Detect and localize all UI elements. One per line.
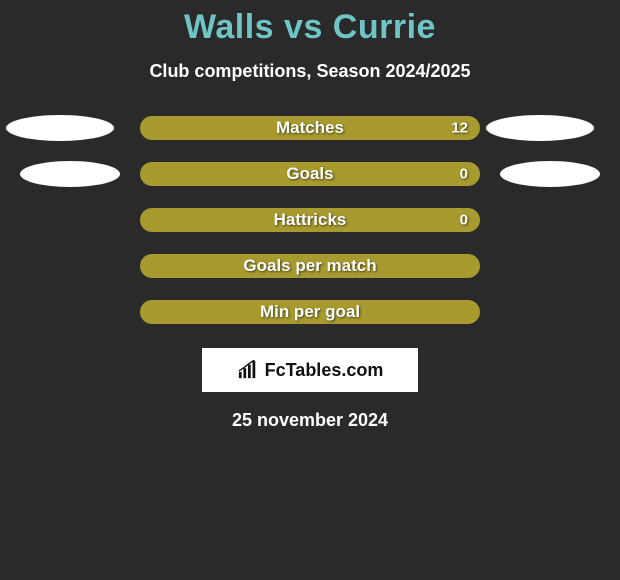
chart-icon xyxy=(237,360,259,380)
player-right-ellipse xyxy=(486,115,594,141)
page-title: Walls vs Currie xyxy=(0,8,620,47)
logo-text: FcTables.com xyxy=(265,360,384,381)
subtitle: Club competitions, Season 2024/2025 xyxy=(0,61,620,82)
stat-label: Matches xyxy=(276,118,344,138)
stat-bar: Matches 12 xyxy=(140,116,480,140)
stat-row: Goals per match xyxy=(0,254,620,278)
stat-row: Matches 12 xyxy=(0,116,620,140)
stat-bar: Goals 0 xyxy=(140,162,480,186)
date-text: 25 november 2024 xyxy=(0,410,620,431)
bar-fill-left xyxy=(140,162,310,186)
stat-value-right: 0 xyxy=(460,166,468,183)
player-left-ellipse xyxy=(6,115,114,141)
stat-row: Min per goal xyxy=(0,300,620,324)
stat-label: Goals per match xyxy=(243,256,376,276)
stat-row: Hattricks 0 xyxy=(0,208,620,232)
stat-label: Goals xyxy=(286,164,333,184)
bar-fill-right xyxy=(310,162,480,186)
stat-value-right: 12 xyxy=(451,120,468,137)
player-right-ellipse xyxy=(500,161,600,187)
stat-label: Min per goal xyxy=(260,302,360,322)
infographic-container: Walls vs Currie Club competitions, Seaso… xyxy=(0,0,620,431)
stat-label: Hattricks xyxy=(274,210,347,230)
player-left-ellipse xyxy=(20,161,120,187)
stat-rows: Matches 12 Goals 0 Hattricks 0 Goals per match… xyxy=(0,116,620,324)
stat-bar: Min per goal xyxy=(140,300,480,324)
logo-box[interactable]: FcTables.com xyxy=(202,348,418,392)
stat-bar: Goals per match xyxy=(140,254,480,278)
stat-value-right: 0 xyxy=(460,212,468,229)
stat-row: Goals 0 xyxy=(0,162,620,186)
stat-bar: Hattricks 0 xyxy=(140,208,480,232)
